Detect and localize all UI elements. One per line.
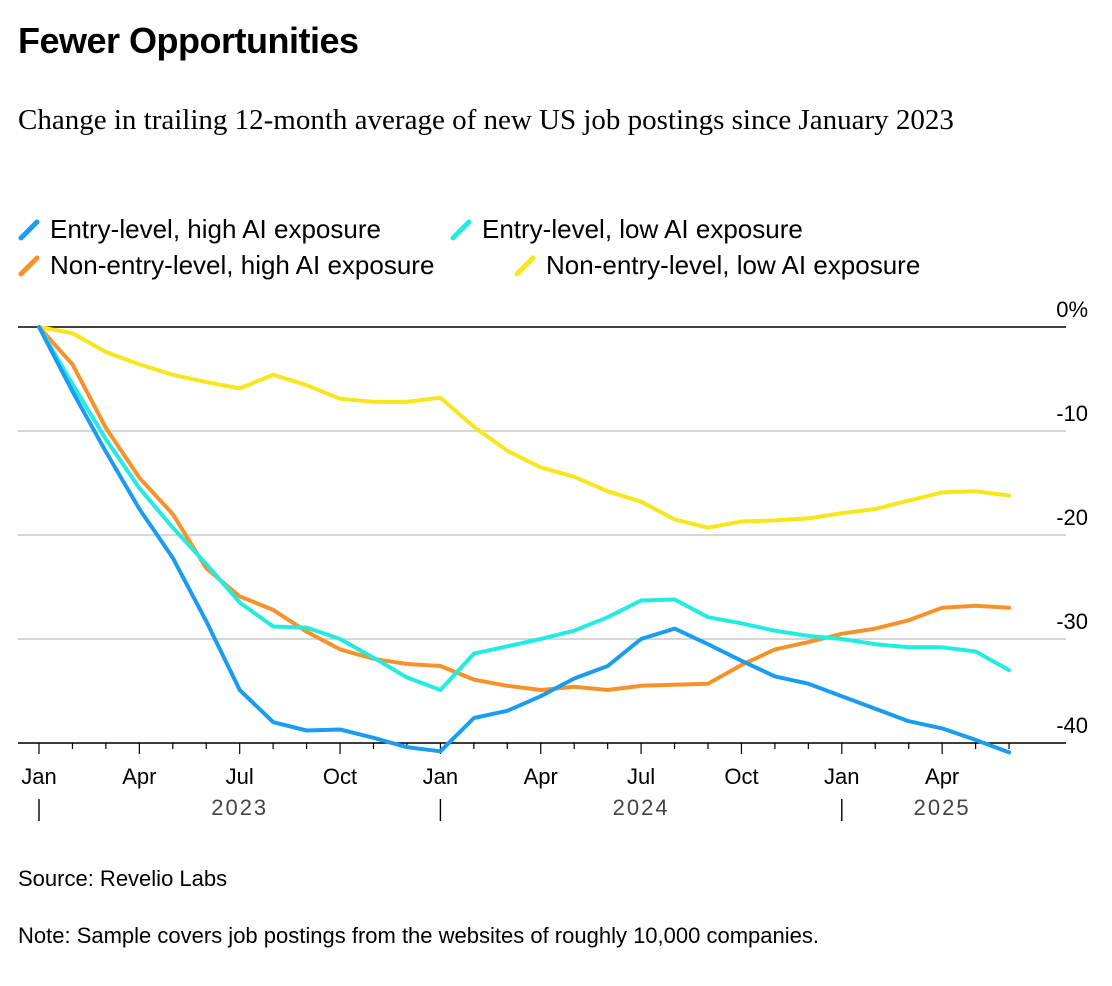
legend-item-entry-low: Entry-level, low AI exposure (450, 214, 803, 245)
series-line (37, 325, 1012, 692)
year-label: 2023 (211, 795, 268, 820)
x-tick-label: Apr (925, 764, 959, 789)
legend-label: Entry-level, high AI exposure (50, 214, 381, 244)
legend-label: Non-entry-level, low AI exposure (546, 250, 921, 280)
line-chart: 0% -10 -20 -30 -40 Jan Apr Jul Oct Jan Apr Jul Oct Ja… (18, 297, 1088, 821)
year-label: 2024 (613, 795, 670, 820)
legend-swatch-icon (450, 219, 472, 240)
y-tick-label: -10 (1056, 401, 1088, 426)
y-tick-label: -20 (1056, 505, 1088, 530)
legend-swatch-icon (514, 255, 536, 276)
x-tick-label: Apr (524, 764, 558, 789)
x-tick-label: Jan (423, 764, 458, 789)
x-tick-label: Jan (21, 764, 56, 789)
x-tick-label: Apr (122, 764, 156, 789)
series-line (37, 325, 1012, 530)
legend-item-nonentry-low: Non-entry-level, low AI exposure (514, 250, 920, 281)
legend-item-entry-high: Entry-level, high AI exposure (18, 214, 381, 245)
x-tick-label: Jul (226, 764, 254, 789)
legend-label: Entry-level, low AI exposure (482, 214, 803, 244)
y-tick-label: -40 (1056, 713, 1088, 738)
y-tick-label: -30 (1056, 609, 1088, 634)
source-note: Source: Revelio Labs (18, 866, 228, 891)
chart-title: Fewer Opportunities (18, 20, 359, 61)
x-tick-label: Jul (627, 764, 655, 789)
footnote: Note: Sample covers job postings from th… (18, 923, 819, 948)
x-tick-label: Oct (323, 764, 357, 789)
x-tick-label: Oct (724, 764, 758, 789)
chart-subtitle: Change in trailing 12-month average of n… (18, 104, 954, 136)
legend-swatch-icon (18, 219, 40, 240)
legend-item-nonentry-high: Non-entry-level, high AI exposure (18, 250, 434, 281)
legend-swatch-icon (18, 255, 40, 276)
year-label: 2025 (914, 795, 971, 820)
y-tick-label: 0% (1056, 297, 1088, 322)
legend-label: Non-entry-level, high AI exposure (50, 250, 435, 280)
series-line (37, 325, 1012, 755)
x-tick-label: Jan (824, 764, 859, 789)
